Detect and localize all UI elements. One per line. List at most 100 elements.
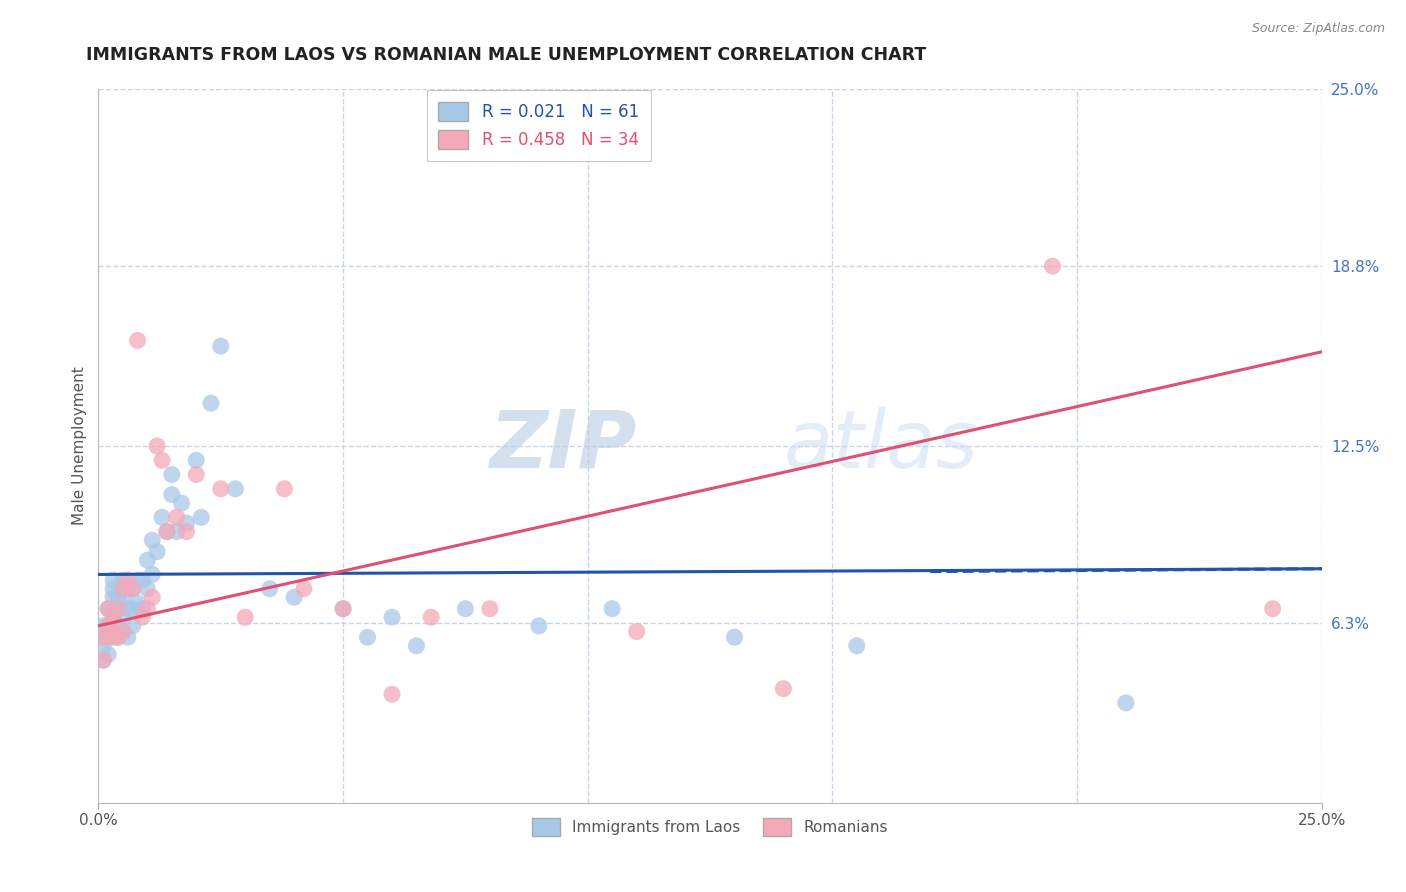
- Point: [111, 582, 134, 596]
- Point: [117, 630, 139, 644]
- Point: [101, 610, 124, 624]
- Point: [111, 591, 134, 605]
- Point: [107, 619, 129, 633]
- Point: [97, 619, 120, 633]
- Point: [121, 582, 143, 596]
- Point: [121, 582, 143, 596]
- Point: [170, 496, 193, 510]
- Point: [117, 573, 139, 587]
- Point: [356, 630, 378, 644]
- Point: [127, 334, 149, 348]
- Point: [111, 610, 134, 624]
- Text: atlas: atlas: [783, 407, 979, 485]
- Point: [160, 487, 183, 501]
- Point: [527, 619, 550, 633]
- Point: [1042, 259, 1064, 273]
- Point: [136, 601, 159, 615]
- Point: [111, 624, 134, 639]
- Point: [259, 582, 281, 596]
- Point: [136, 582, 159, 596]
- Point: [292, 582, 315, 596]
- Point: [91, 619, 114, 633]
- Point: [283, 591, 305, 605]
- Point: [97, 648, 120, 662]
- Point: [97, 619, 120, 633]
- Point: [97, 601, 120, 615]
- Point: [176, 524, 198, 539]
- Point: [131, 601, 153, 615]
- Point: [1115, 696, 1137, 710]
- Point: [101, 624, 124, 639]
- Text: ZIP: ZIP: [489, 407, 637, 485]
- Point: [381, 610, 404, 624]
- Point: [121, 601, 143, 615]
- Point: [91, 639, 114, 653]
- Point: [107, 630, 129, 644]
- Point: [166, 524, 188, 539]
- Point: [146, 544, 169, 558]
- Point: [107, 591, 129, 605]
- Point: [131, 573, 153, 587]
- Point: [723, 630, 745, 644]
- Point: [141, 591, 163, 605]
- Point: [166, 510, 188, 524]
- Point: [233, 610, 256, 624]
- Point: [190, 510, 212, 524]
- Point: [91, 630, 114, 644]
- Point: [101, 591, 124, 605]
- Point: [626, 624, 648, 639]
- Point: [111, 624, 134, 639]
- Point: [101, 601, 124, 615]
- Text: Source: ZipAtlas.com: Source: ZipAtlas.com: [1251, 22, 1385, 36]
- Point: [127, 596, 149, 610]
- Point: [146, 439, 169, 453]
- Point: [111, 573, 134, 587]
- Point: [200, 396, 222, 410]
- Point: [101, 582, 124, 596]
- Point: [420, 610, 443, 624]
- Point: [141, 533, 163, 548]
- Point: [160, 467, 183, 482]
- Point: [91, 653, 114, 667]
- Point: [209, 482, 232, 496]
- Point: [101, 573, 124, 587]
- Point: [141, 567, 163, 582]
- Point: [845, 639, 868, 653]
- Point: [97, 601, 120, 615]
- Point: [107, 630, 129, 644]
- Point: [121, 619, 143, 633]
- Point: [117, 601, 139, 615]
- Point: [97, 630, 120, 644]
- Point: [101, 610, 124, 624]
- Point: [772, 681, 794, 696]
- Point: [127, 573, 149, 587]
- Point: [209, 339, 232, 353]
- Point: [107, 601, 129, 615]
- Text: IMMIGRANTS FROM LAOS VS ROMANIAN MALE UNEMPLOYMENT CORRELATION CHART: IMMIGRANTS FROM LAOS VS ROMANIAN MALE UN…: [86, 46, 927, 64]
- Point: [186, 453, 208, 467]
- Point: [107, 601, 129, 615]
- Point: [273, 482, 295, 496]
- Point: [101, 630, 124, 644]
- Point: [600, 601, 623, 615]
- Point: [136, 553, 159, 567]
- Point: [91, 653, 114, 667]
- Point: [186, 467, 208, 482]
- Point: [332, 601, 354, 615]
- Point: [405, 639, 427, 653]
- Point: [332, 601, 354, 615]
- Point: [224, 482, 246, 496]
- Point: [156, 524, 179, 539]
- Point: [454, 601, 477, 615]
- Point: [150, 453, 173, 467]
- Point: [91, 630, 114, 644]
- Point: [381, 687, 404, 701]
- Y-axis label: Male Unemployment: Male Unemployment: [72, 367, 87, 525]
- Point: [117, 582, 139, 596]
- Point: [1261, 601, 1284, 615]
- Point: [156, 524, 179, 539]
- Point: [131, 610, 153, 624]
- Point: [150, 510, 173, 524]
- Point: [176, 516, 198, 530]
- Legend: Immigrants from Laos, Romanians: Immigrants from Laos, Romanians: [523, 809, 897, 845]
